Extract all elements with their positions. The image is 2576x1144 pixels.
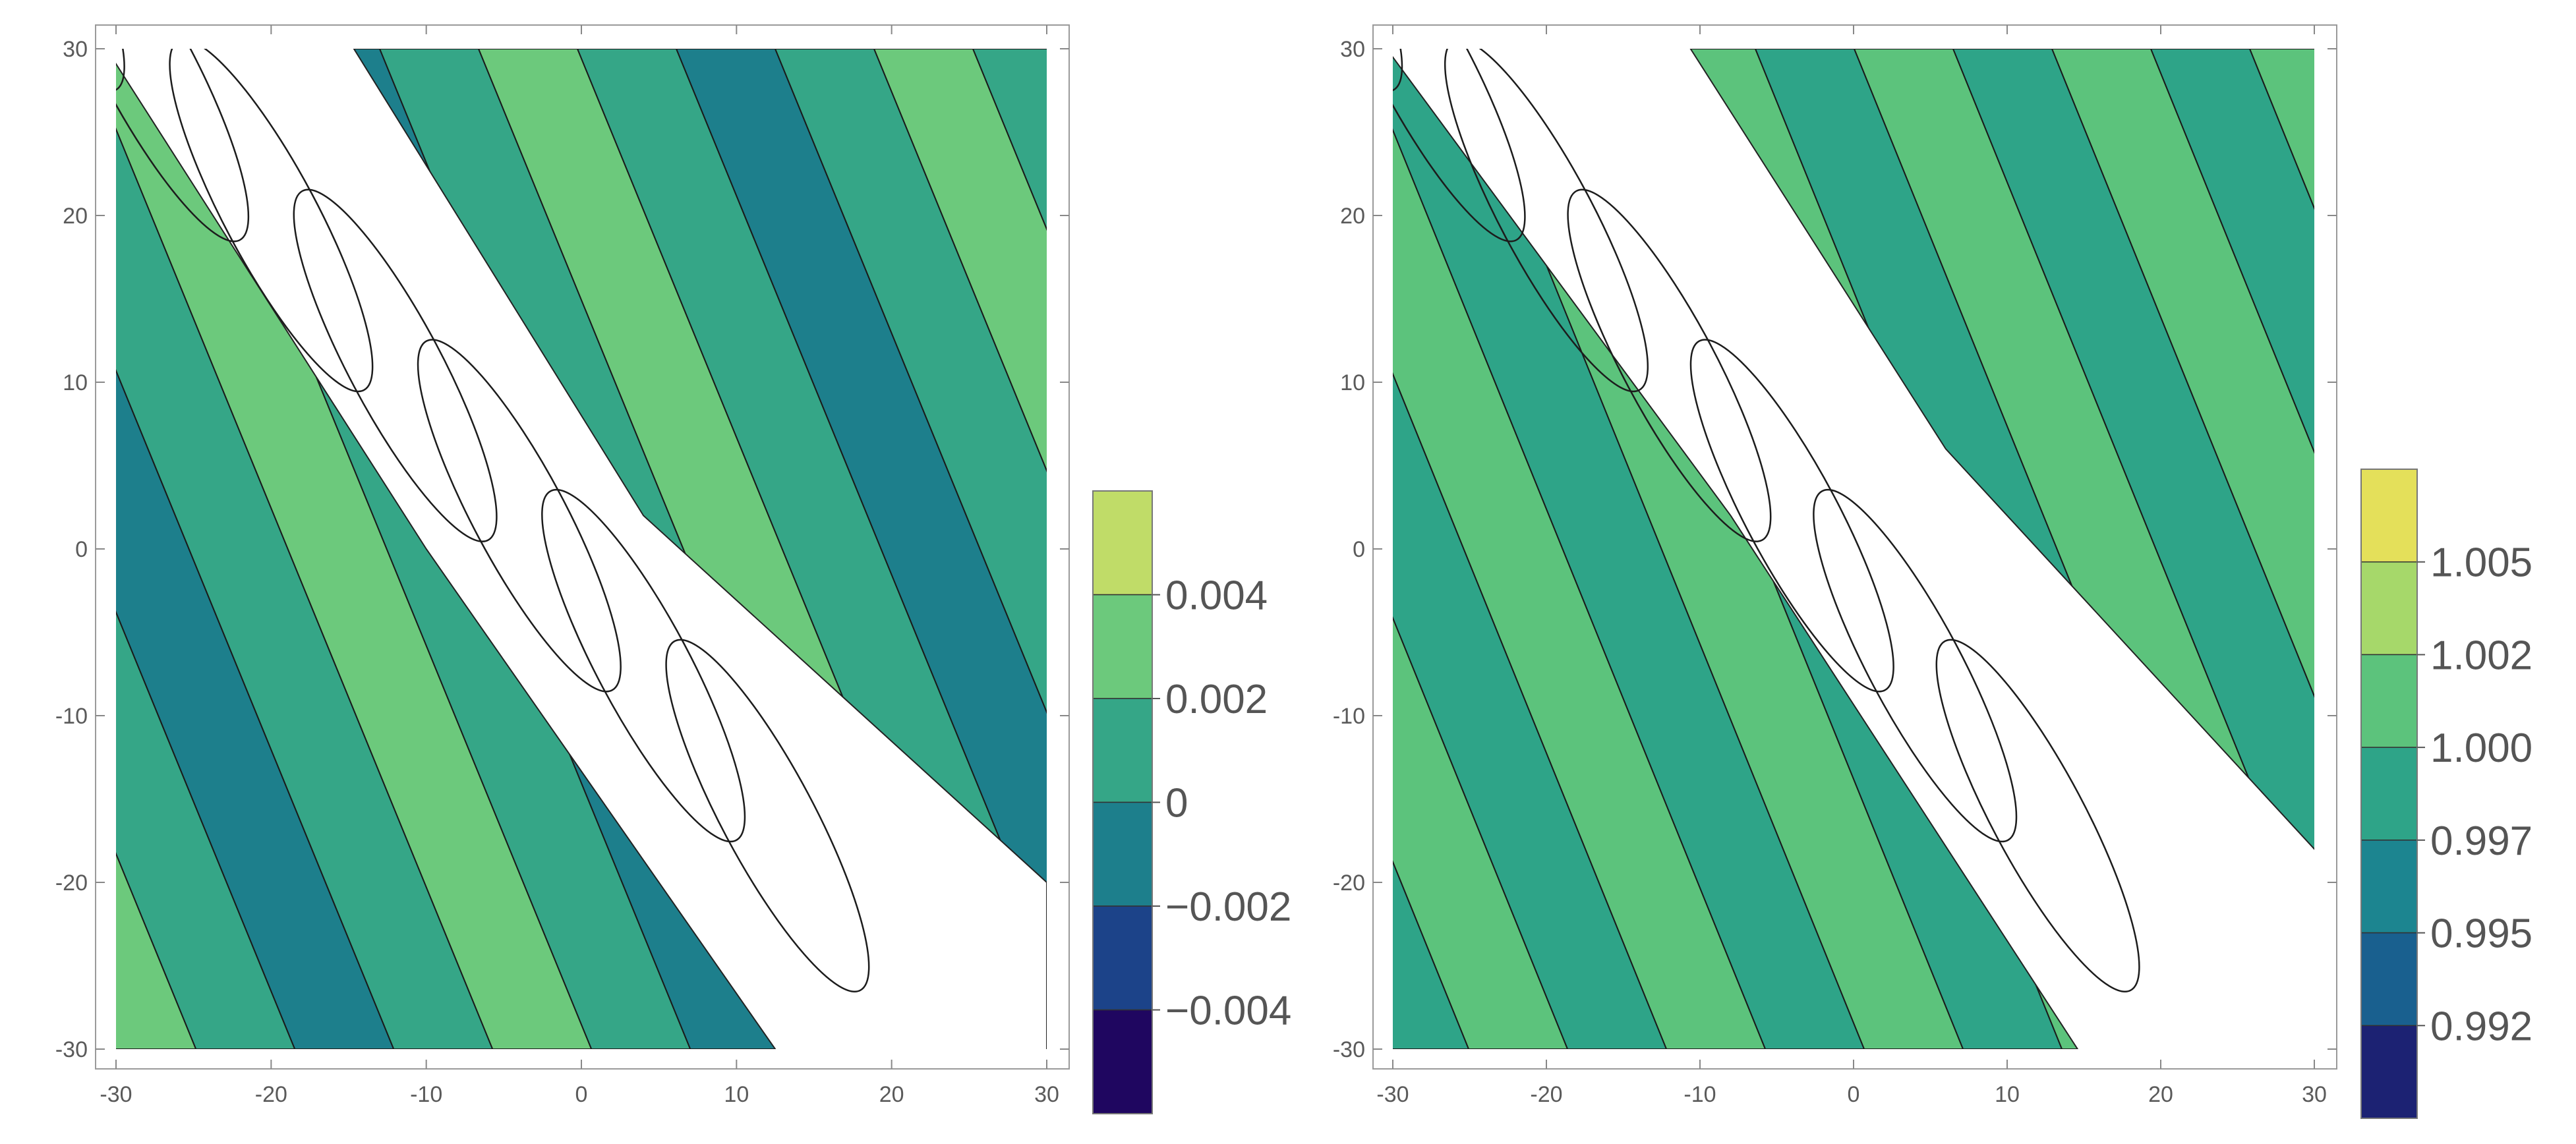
colorbar-swatch <box>1092 490 1153 596</box>
y-tick-label: -30 <box>1333 1037 1365 1062</box>
y-tick-label: 30 <box>63 37 88 62</box>
ellipse-contour <box>169 49 374 393</box>
x-tick-label: -10 <box>410 1082 442 1107</box>
ellipse-contour <box>293 188 498 542</box>
ellipse-contour <box>1567 188 1772 542</box>
colorbar-label: −0.004 <box>1165 988 1291 1034</box>
colorbar-swatch <box>2360 932 2418 1027</box>
contour-band <box>2051 49 2314 698</box>
ellipse-contour <box>1444 49 1649 393</box>
plot-frame <box>95 24 1070 1070</box>
contour-plot-left: -30 -20 -10 0 10 20 303020100-10-20-300.0040.0… <box>55 24 1291 1114</box>
x-tick-label: -20 <box>1530 1082 1562 1107</box>
x-tick-label: 20 <box>879 1082 904 1107</box>
x-tick-label: -10 <box>1683 1082 1716 1107</box>
colorbar-swatch <box>2360 561 2418 656</box>
undefined-region <box>1393 49 2314 1049</box>
contour-band <box>2546 49 2576 1049</box>
contour-band <box>675 49 1047 956</box>
contour-band <box>1952 49 2314 942</box>
contour-band <box>873 49 1047 472</box>
contour-band <box>972 49 1047 231</box>
ellipse-contour <box>417 339 622 693</box>
colorbar-swatch <box>1092 1009 1153 1114</box>
colorbar: 1.005 1.002 1.000 0.997 0.995 0.992 <box>2360 469 2532 1119</box>
x-tick-label: 30 <box>2302 1082 2327 1107</box>
x-tick-label: 20 <box>2148 1082 2173 1107</box>
contour-band <box>774 49 1047 714</box>
colorbar-swatch <box>2360 469 2418 563</box>
colorbar-label: 1.000 <box>2430 726 2532 771</box>
ellipse-contour <box>1393 49 1526 243</box>
ellipse-outlines <box>116 49 870 992</box>
x-tick-label: -30 <box>100 1082 132 1107</box>
colorbar-label: 0.995 <box>2430 911 2532 957</box>
x-tick-label: 10 <box>724 1082 749 1107</box>
contour-band <box>2248 49 2314 210</box>
contour-band <box>116 49 593 1049</box>
y-tick-label: -30 <box>55 1037 88 1062</box>
colorbar-label: 1.005 <box>2430 540 2532 586</box>
ellipse-contour <box>1813 488 2018 843</box>
ellipse-contour <box>665 639 870 992</box>
colorbar-label: 0.004 <box>1165 573 1268 619</box>
colorbar-swatch <box>1092 905 1153 1011</box>
colorbar-swatch <box>2360 840 2418 934</box>
ellipse-contour <box>541 488 746 843</box>
contour-band <box>1393 49 1865 1049</box>
colorbar-label: 0.992 <box>2430 1004 2532 1049</box>
undefined-region <box>116 49 1047 1049</box>
colorbar-label: 0.002 <box>1165 677 1268 722</box>
colorbar-frame <box>2360 469 2418 1119</box>
colorbar-label: 0.997 <box>2430 818 2532 864</box>
colorbar-swatch <box>1092 801 1153 907</box>
y-tick-label: -20 <box>55 871 88 896</box>
y-tick-label: 30 <box>1340 37 1365 62</box>
y-tick-label: 20 <box>1340 204 1365 229</box>
contour-plot-right: -30 -20 -10 0 10 20 303020100-10-20-301.0051.0… <box>1333 24 2576 1119</box>
x-tick-label: 0 <box>1848 1082 1860 1107</box>
y-tick-label: -20 <box>1333 871 1365 896</box>
y-tick-label: -10 <box>55 704 88 729</box>
x-tick-label: 10 <box>1995 1082 2020 1107</box>
ellipse-contour <box>1689 339 1894 693</box>
colorbar-swatch <box>2360 747 2418 841</box>
ellipse-contour <box>116 49 250 243</box>
ellipse-outlines <box>1393 49 2140 992</box>
ellipse-contour <box>1935 639 2140 992</box>
colorbar: 0.004 0.002 0 −0.002 −0.004 <box>1092 490 1291 1114</box>
colorbar-swatch <box>1092 698 1153 803</box>
contour-band <box>2150 49 2314 454</box>
colorbar-swatch <box>1092 594 1153 699</box>
y-tick-label: 0 <box>1353 537 1365 562</box>
y-tick-label: 10 <box>1340 370 1365 395</box>
x-tick-label: 0 <box>575 1082 588 1107</box>
plot-frame <box>1372 24 2337 1070</box>
y-tick-label: 10 <box>63 370 88 395</box>
colorbar-swatch <box>2360 654 2418 748</box>
colorbar-label: 1.002 <box>2430 633 2532 678</box>
colorbar-swatch <box>2360 1025 2418 1119</box>
x-tick-label: -20 <box>255 1082 287 1107</box>
y-tick-label: -10 <box>1333 704 1365 729</box>
colorbar-label: 0 <box>1165 781 1188 826</box>
colorbar-label: −0.002 <box>1165 884 1291 930</box>
x-tick-label: 30 <box>1034 1082 1059 1107</box>
y-tick-label: 20 <box>63 204 88 229</box>
ellipse-contour <box>1393 49 1403 92</box>
y-tick-label: 0 <box>75 537 88 562</box>
x-tick-label: -30 <box>1376 1082 1409 1107</box>
